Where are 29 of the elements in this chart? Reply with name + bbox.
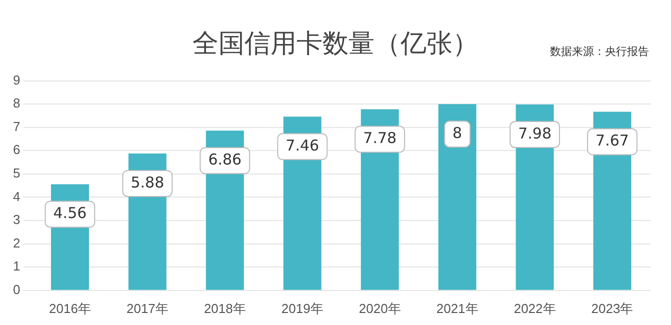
chart-title: 全国信用卡数量（亿张） — [192, 29, 478, 59]
y-tick-label: 1 — [12, 258, 20, 274]
x-tick-label: 2021年 — [436, 300, 478, 316]
y-tick-label: 6 — [12, 142, 20, 158]
x-tick-label: 2018年 — [204, 300, 246, 316]
x-tick-label: 2016年 — [49, 300, 91, 316]
x-tick-label: 2017年 — [126, 300, 168, 316]
data-label: 7.67 — [596, 132, 629, 150]
data-label: 5.88 — [130, 173, 164, 192]
x-tick-label: 2023年 — [591, 300, 634, 316]
y-tick-label: 5 — [12, 166, 20, 181]
x-tick-label: 2020年 — [358, 300, 401, 316]
data-label: 4.56 — [53, 204, 87, 222]
y-tick-label: 2 — [12, 235, 20, 250]
data-label: 6.86 — [208, 150, 242, 169]
bar — [438, 104, 476, 290]
y-tick-label: 9 — [12, 72, 20, 88]
data-label: 7.78 — [363, 129, 397, 148]
y-tick-label: 0 — [12, 282, 20, 297]
data-label: 7.46 — [286, 136, 320, 155]
data-label: 8 — [452, 124, 462, 142]
y-tick-label: 7 — [12, 118, 20, 134]
x-tick-label: 2022年 — [514, 300, 556, 316]
y-tick-label: 4 — [12, 188, 20, 204]
y-tick-label: 8 — [12, 96, 20, 111]
y-tick-label: 3 — [12, 212, 20, 228]
source-note: 数据来源：央行报告 — [550, 44, 649, 59]
x-tick-label: 2019年 — [281, 300, 324, 316]
data-label: 7.98 — [518, 124, 552, 142]
